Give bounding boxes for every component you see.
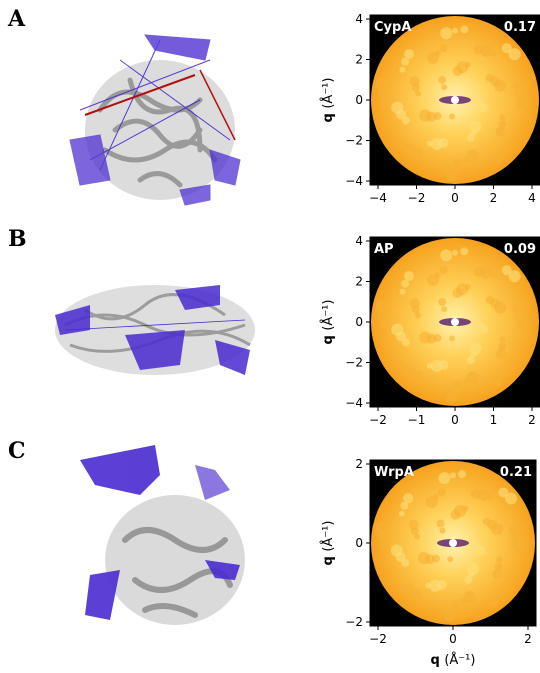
y-axis-label: q (Å⁻¹) bbox=[320, 300, 336, 345]
panel-letter-c: C bbox=[8, 438, 26, 464]
y-tick-label: −2 bbox=[345, 356, 363, 370]
x-tick-label: 0 bbox=[451, 191, 459, 205]
q-map-plot-ap: AP 0.09 4 2 0 −2 −4 −2 −1 0 1 2 q (Å⁻¹) bbox=[320, 234, 540, 427]
protein-structure-a bbox=[69, 34, 241, 206]
correlation-value-label: 0.09 bbox=[504, 242, 536, 257]
y-axis-label: q (Å⁻¹) bbox=[320, 78, 336, 123]
q-map-plot-wrpa: WrpA 0.21 2 0 −2 −2 0 2 q (Å⁻¹) q (Å⁻¹) bbox=[320, 457, 537, 668]
y-tick-label: 4 bbox=[355, 234, 363, 248]
x-tick-label: −2 bbox=[369, 632, 387, 646]
x-tick-label: 4 bbox=[528, 191, 536, 205]
x-tick-label: 0 bbox=[451, 413, 459, 427]
y-tick-label: −4 bbox=[345, 174, 363, 188]
protein-structure-b bbox=[55, 285, 255, 375]
q-map-plot-cypa: CypA 0.17 4 2 0 −2 −4 −4 −2 0 2 4 q (Å⁻¹) bbox=[320, 12, 540, 205]
y-tick-label: −2 bbox=[345, 134, 363, 148]
protein-name-label: CypA bbox=[374, 20, 411, 35]
x-tick-label: 2 bbox=[524, 632, 532, 646]
x-tick-label: 0 bbox=[449, 632, 457, 646]
y-tick-label: −4 bbox=[345, 396, 363, 410]
protein-structure-c bbox=[80, 445, 245, 625]
y-tick-label: 2 bbox=[355, 457, 363, 471]
correlation-value-label: 0.17 bbox=[504, 20, 536, 35]
y-tick-label: 2 bbox=[355, 275, 363, 289]
protein-name-label: WrpA bbox=[374, 465, 414, 480]
x-tick-label: 1 bbox=[490, 413, 498, 427]
x-tick-label: −2 bbox=[408, 191, 426, 205]
y-tick-label: 0 bbox=[355, 93, 363, 107]
y-tick-label: 0 bbox=[355, 536, 363, 550]
panel-letter-a: A bbox=[8, 6, 26, 32]
correlation-value-label: 0.21 bbox=[500, 465, 532, 480]
y-axis-label: q (Å⁻¹) bbox=[320, 521, 336, 566]
panel-letter-b: B bbox=[8, 226, 27, 252]
y-tick-label: 2 bbox=[355, 53, 363, 67]
y-tick-label: 4 bbox=[355, 12, 363, 26]
y-tick-label: −2 bbox=[345, 615, 363, 629]
x-axis-label: q (Å⁻¹) bbox=[431, 652, 476, 668]
x-tick-label: 2 bbox=[490, 191, 498, 205]
x-tick-label: −1 bbox=[408, 413, 426, 427]
y-tick-label: 0 bbox=[355, 315, 363, 329]
x-tick-label: −4 bbox=[369, 191, 387, 205]
x-tick-label: 2 bbox=[528, 413, 536, 427]
x-tick-label: −2 bbox=[369, 413, 387, 427]
protein-name-label: AP bbox=[374, 242, 394, 257]
